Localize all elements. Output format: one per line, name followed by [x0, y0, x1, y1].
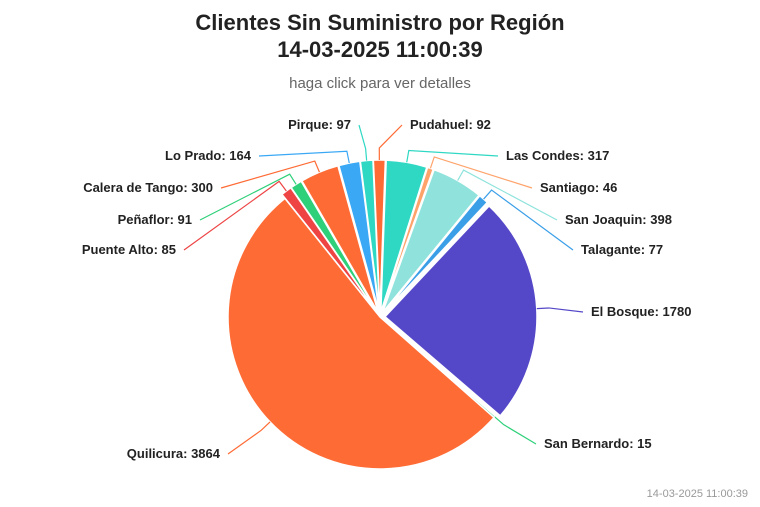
connector-puente-alto [183, 180, 287, 251]
data-label-el-bosque[interactable]: El Bosque: 1780 [591, 304, 691, 319]
connector-pudahuel [378, 124, 403, 161]
data-label-calera-de-tango[interactable]: Calera de Tango: 300 [83, 180, 213, 195]
data-label-pirque[interactable]: Pirque: 97 [288, 117, 351, 132]
connector-penaflor [199, 173, 297, 221]
data-label-puente-alto[interactable]: Puente Alto: 85 [82, 242, 176, 257]
connector-santiago [429, 156, 533, 189]
data-label-quilicura[interactable]: Quilicura: 3864 [127, 446, 221, 461]
pie-slice-penaflor[interactable] [290, 180, 378, 314]
chart-title: Clientes Sin Suministro por Región [195, 10, 565, 35]
connector-talagante [483, 189, 574, 251]
connector-calera-de-tango [220, 160, 320, 189]
data-label-penaflor[interactable]: Peñaflor: 91 [118, 212, 192, 227]
connector-san-joaquin [457, 169, 558, 221]
chart-subtitle: haga click para ver detalles [289, 75, 471, 92]
footer-timestamp: 14-03-2025 11:00:39 [646, 488, 748, 500]
chart-timestamp-title: 14-03-2025 11:00:39 [277, 37, 483, 62]
data-label-talagante[interactable]: Talagante: 77 [581, 242, 663, 257]
pie-slice-las-condes[interactable] [380, 159, 428, 313]
pie-slice-pirque[interactable] [359, 159, 381, 313]
data-label-pudahuel[interactable]: Pudahuel: 92 [410, 117, 491, 132]
connector-pirque [358, 124, 368, 161]
connector-las-condes [406, 149, 499, 163]
data-label-las-condes[interactable]: Las Condes: 317 [506, 148, 609, 163]
pie-slice-el-bosque[interactable] [383, 204, 538, 417]
connector-quilicura [227, 421, 271, 455]
connector-lo-prado [258, 150, 350, 164]
connector-el-bosque [536, 307, 584, 313]
data-label-san-joaquin[interactable]: San Joaquin: 398 [565, 212, 672, 227]
data-label-lo-prado[interactable]: Lo Prado: 164 [165, 148, 252, 163]
data-label-santiago[interactable]: Santiago: 46 [540, 180, 617, 195]
pie-slice-quilicura[interactable] [227, 197, 496, 470]
connector-san-bernardo [494, 416, 537, 445]
pie-slice-santiago[interactable] [380, 166, 435, 313]
data-label-san-bernardo[interactable]: San Bernardo: 15 [544, 436, 652, 451]
